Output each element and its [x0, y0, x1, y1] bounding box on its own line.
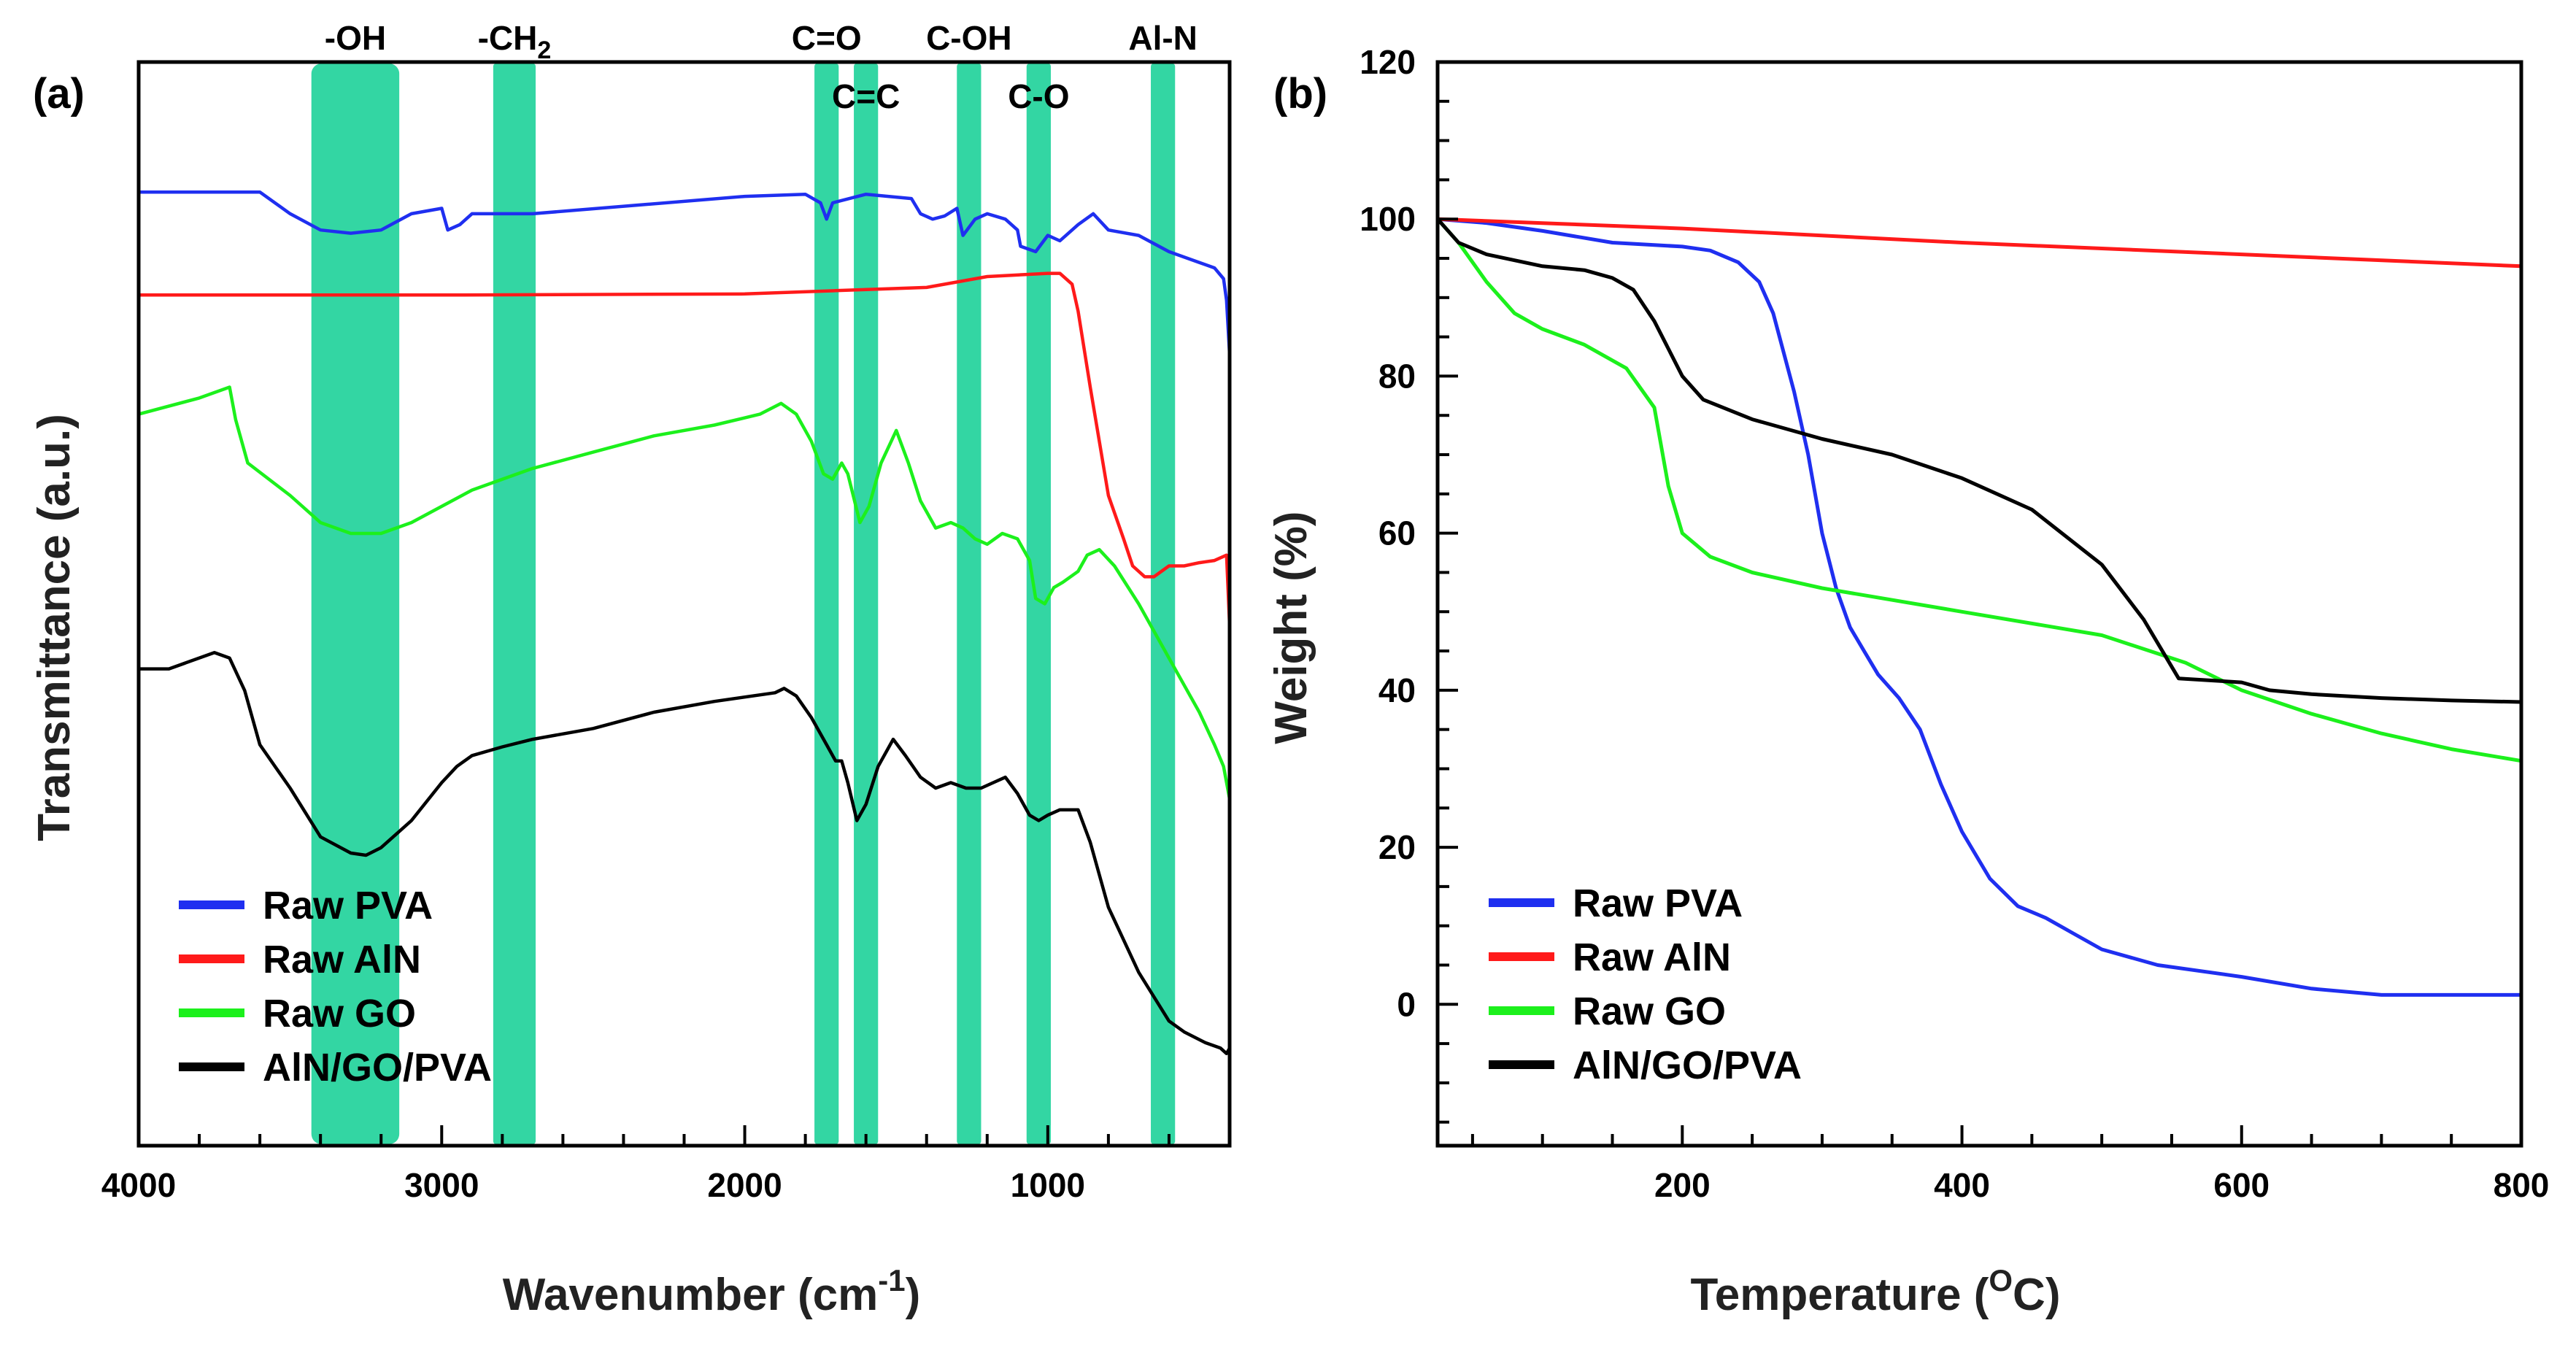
y-tick-label: 20	[1378, 828, 1416, 866]
band-label-c-oh: C-OH	[926, 19, 1012, 57]
panel-b-legend: Raw PVA Raw AlN Raw GO AlN/GO/PVA	[1489, 882, 1802, 1087]
series-line-raw-aln	[1437, 217, 2522, 269]
legend-label-raw-pva: Raw PVA	[263, 884, 433, 927]
y-tick-label: 60	[1378, 514, 1416, 552]
series-line-aln-go-pva	[1436, 217, 2522, 704]
series-line-raw-go	[138, 385, 1232, 800]
panel-a-frame	[136, 60, 1232, 1148]
y-tick-label: 100	[1360, 200, 1416, 238]
band-oh	[311, 63, 400, 1144]
band-c-oh	[957, 63, 982, 1144]
panel-a-legend: Raw PVA Raw AlN Raw GO AlN/GO/PVA	[179, 884, 492, 1089]
panel-a-y-axis-title: Transmittance (a.u.)	[29, 414, 80, 841]
band-c-o	[1026, 63, 1051, 1144]
band-label-c-o: C-O	[1008, 77, 1069, 115]
tga-lines	[1436, 217, 2522, 997]
legend-label-raw-pva: Raw PVA	[1573, 882, 1743, 925]
panel-b-frame	[1435, 60, 2523, 1148]
x-tick-label: 800	[2494, 1166, 2550, 1204]
panel-b-y-axis-title: Weight (%)	[1266, 511, 1316, 744]
legend-label-raw-go: Raw GO	[1573, 990, 1726, 1033]
legend-label-aln-go-pva: AlN/GO/PVA	[263, 1046, 492, 1089]
band-label-c-c: C=C	[832, 77, 900, 115]
spectra-lines	[138, 190, 1232, 1056]
y-tick-label: 40	[1378, 671, 1416, 709]
absorption-bands	[311, 63, 1176, 1144]
panel-b-axes: 0 20 40 60 80 100 120 200 400 600 800	[1360, 43, 2549, 1204]
panel-b-label: (b)	[1273, 70, 1327, 117]
x-tick-label: 600	[2213, 1166, 2270, 1204]
x-tick-label: 1000	[1011, 1166, 1085, 1204]
band-c-c	[854, 63, 879, 1144]
legend-label-aln-go-pva: AlN/GO/PVA	[1573, 1044, 1802, 1087]
series-line-raw-go	[1436, 217, 2522, 763]
legend-label-raw-aln: Raw AlN	[1573, 936, 1731, 979]
y-tick-label: 120	[1360, 43, 1416, 81]
series-line-raw-aln	[139, 271, 1232, 626]
panel-b-tga: 0 20 40 60 80 100 120 200 400 600 800 Raw PVA Raw A…	[1266, 43, 2549, 1320]
band-label-al-n: Al-N	[1128, 19, 1198, 57]
band-label-ch2: -CH2	[478, 19, 552, 64]
panel-a-ftir: 4000 3000 2000 1000 Raw PVA Raw AlN Raw GO AlN…	[29, 19, 1232, 1320]
x-tick-label: 4000	[101, 1166, 176, 1204]
x-tick-label: 200	[1654, 1166, 1711, 1204]
band-label-c-o: C=O	[792, 19, 862, 57]
y-tick-label: 0	[1397, 985, 1416, 1023]
band-label-oh: -OH	[325, 19, 386, 57]
panel-a-axes: 4000 3000 2000 1000	[101, 60, 1232, 1204]
band-ch2	[493, 63, 536, 1144]
series-line-raw-pva	[1437, 217, 2521, 997]
series-line-raw-pva	[139, 190, 1232, 355]
series-line-aln-go-pva	[139, 651, 1231, 1056]
panel-b-x-axis-title: Temperature (OC)	[1691, 1263, 2061, 1320]
band-al-n	[1151, 63, 1176, 1144]
legend-label-raw-aln: Raw AlN	[263, 938, 421, 981]
legend-label-raw-go: Raw GO	[263, 992, 416, 1035]
y-tick-label: 80	[1378, 357, 1416, 395]
band-c-o	[814, 63, 839, 1144]
x-tick-label: 3000	[404, 1166, 479, 1204]
x-tick-label: 2000	[707, 1166, 782, 1204]
panel-a-label: (a)	[33, 70, 85, 117]
panel-a-x-axis-title: Wavenumber (cm-1)	[503, 1263, 921, 1320]
x-tick-label: 400	[1934, 1166, 1990, 1204]
